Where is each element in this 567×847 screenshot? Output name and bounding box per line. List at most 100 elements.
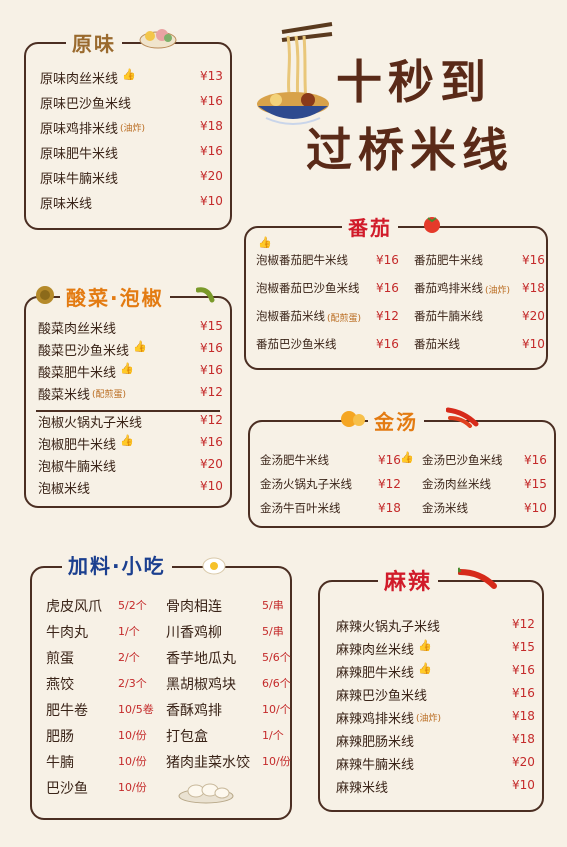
menu-item-price: ¥13: [200, 69, 223, 83]
menu-item-price: ¥18: [378, 501, 401, 515]
menu-item-price: ¥10: [522, 337, 545, 351]
menu-item-price: ¥20: [512, 755, 535, 769]
snack-price: 2/3个: [118, 677, 147, 690]
chili-icon: [456, 566, 498, 594]
snack-price: 10/份: [262, 755, 291, 768]
menu-item-price: ¥12: [512, 617, 535, 631]
menu-item-name: 泡椒番茄肥牛米线: [256, 253, 348, 267]
snack-price: 5/2个: [118, 599, 147, 612]
thumbs-up-icon: 👍: [133, 340, 147, 353]
menu-item-price: ¥12: [200, 385, 223, 399]
menu-item-price: ¥16: [200, 94, 223, 108]
menu-item-price: ¥16: [512, 663, 535, 677]
chili-icon: [445, 406, 480, 432]
snack-price: 10/份: [118, 781, 147, 794]
snack-name: 猪肉韭菜水饺: [166, 755, 250, 771]
menu-item-price: ¥10: [200, 194, 223, 208]
snack-name: 香芋地瓜丸: [166, 651, 236, 667]
menu-item-price: ¥16: [378, 453, 401, 467]
food-plate-icon: [138, 24, 178, 54]
menu-item-price: ¥15: [512, 640, 535, 654]
menu-item-name: 酸菜巴沙鱼米线: [38, 344, 130, 359]
thumbs-up-icon: 👍: [120, 434, 134, 447]
menu-item-name: 番茄肥牛米线: [414, 253, 483, 267]
menu-item-price: ¥18: [512, 709, 535, 723]
menu-item-price: ¥10: [524, 501, 547, 515]
orange-icon: [340, 408, 366, 432]
menu-item-price: ¥18: [512, 732, 535, 746]
snack-name: 黑胡椒鸡块: [166, 677, 236, 693]
menu-item-price: ¥16: [200, 341, 223, 355]
menu-item-price: ¥16: [512, 686, 535, 700]
menu-item-price: ¥18: [522, 281, 545, 295]
noodle-bowl-icon: [252, 22, 334, 132]
menu-item-price: ¥16: [200, 363, 223, 377]
menu-item-name: 金汤巴沙鱼米线: [422, 453, 503, 467]
menu-item-name: 泡椒肥牛米线: [38, 438, 117, 453]
thumbs-up-icon: 👍: [120, 362, 134, 375]
thumbs-up-icon: 👍: [122, 68, 136, 81]
snack-price: 10/份: [118, 729, 147, 742]
panel-mala: 麻辣 麻辣火锅丸子米线 ¥12 麻辣肉丝米线 👍 ¥15 麻辣肥牛米线 👍 ¥16 麻辣巴沙鱼米…: [318, 564, 544, 812]
menu-item-price: ¥12: [200, 413, 223, 427]
menu-item-note: (配煎蛋): [92, 390, 127, 400]
menu-item-price: ¥16: [200, 144, 223, 158]
panel-fanqie: 番茄 👍 泡椒番茄肥牛米线 ¥16 番茄肥牛米线 ¥16 泡椒番茄巴沙鱼米线 ¥16 番茄鸡排…: [244, 212, 548, 370]
menu-item-name: 泡椒番茄巴沙鱼米线: [256, 281, 360, 295]
menu-item-name: 酸菜肥牛米线: [38, 366, 117, 381]
title-line-2: 过桥米线: [306, 123, 514, 177]
snack-name: 牛肉丸: [46, 625, 88, 641]
snack-price: 1/个: [118, 625, 140, 638]
menu-item-name: 番茄鸡排米线: [414, 281, 483, 295]
snack-price: 5/串: [262, 599, 284, 612]
menu-item-name: 麻辣肉丝米线: [336, 643, 415, 658]
snack-price: 2/个: [118, 651, 140, 664]
menu-item-price: ¥12: [378, 477, 401, 491]
menu-item-name: 泡椒番茄米线: [256, 309, 325, 323]
panel-suancai: 酸菜·泡椒 酸菜肉丝米线 ¥15 酸菜巴沙鱼米线 👍 ¥16 酸菜肥牛米线 👍 ¥16 酸菜米线…: [24, 282, 232, 508]
menu-item-price: ¥20: [200, 169, 223, 183]
section-title-mala: 麻辣: [378, 564, 439, 596]
tomato-icon: [422, 214, 442, 238]
menu-item-name: 泡椒火锅丸子米线: [38, 416, 143, 431]
section-title-jintang: 金汤: [368, 406, 424, 435]
menu-item-name: 麻辣米线: [336, 781, 389, 796]
menu-item-price: ¥15: [200, 319, 223, 333]
pickle-icon: [34, 284, 56, 310]
menu-item-name: 麻辣肥肠米线: [336, 735, 415, 750]
menu-item-price: ¥15: [524, 477, 547, 491]
section-title-fanqie: 番茄: [342, 212, 398, 241]
menu-item-note: (油炸): [120, 124, 146, 134]
menu-item-name: 番茄巴沙鱼米线: [256, 337, 337, 351]
menu-item-price: ¥16: [522, 253, 545, 267]
menu-item-price: ¥20: [200, 457, 223, 471]
menu-item-name: 原味巴沙鱼米线: [40, 97, 132, 112]
section-title-yuanwei: 原味: [66, 28, 122, 57]
thumbs-up-icon: 👍: [418, 639, 432, 652]
menu-item-price: ¥12: [376, 309, 399, 323]
menu-item-name: 原味鸡排米线: [40, 122, 119, 137]
menu-item-name: 酸菜肉丝米线: [38, 322, 117, 337]
menu-item-name: 麻辣肥牛米线: [336, 666, 415, 681]
menu-item-price: ¥20: [522, 309, 545, 323]
snack-name: 肥肠: [46, 729, 74, 745]
thumbs-up-icon: 👍: [258, 236, 272, 249]
thumbs-up-icon: 👍: [400, 451, 414, 464]
snack-name: 牛腩: [46, 755, 74, 771]
menu-item-name: 原味牛腩米线: [40, 172, 119, 187]
menu-item-name: 麻辣火锅丸子米线: [336, 620, 441, 635]
snack-name: 肥牛卷: [46, 703, 88, 719]
section-title-suancai: 酸菜·泡椒: [60, 282, 170, 311]
menu-item-price: ¥10: [512, 778, 535, 792]
snack-price: 1/个: [262, 729, 284, 742]
menu-item-name: 金汤肉丝米线: [422, 477, 491, 491]
menu-item-note: (配煎蛋): [327, 314, 362, 324]
menu-item-note: (油炸): [485, 286, 511, 296]
menu-item-price: ¥16: [376, 337, 399, 351]
snack-name: 燕饺: [46, 677, 74, 693]
snack-price: 5/串: [262, 625, 284, 638]
snack-name: 巴沙鱼: [46, 781, 88, 797]
snack-name: 虎皮风爪: [46, 599, 102, 615]
menu-item-name: 番茄牛腩米线: [414, 309, 483, 323]
section-divider: [36, 410, 220, 412]
